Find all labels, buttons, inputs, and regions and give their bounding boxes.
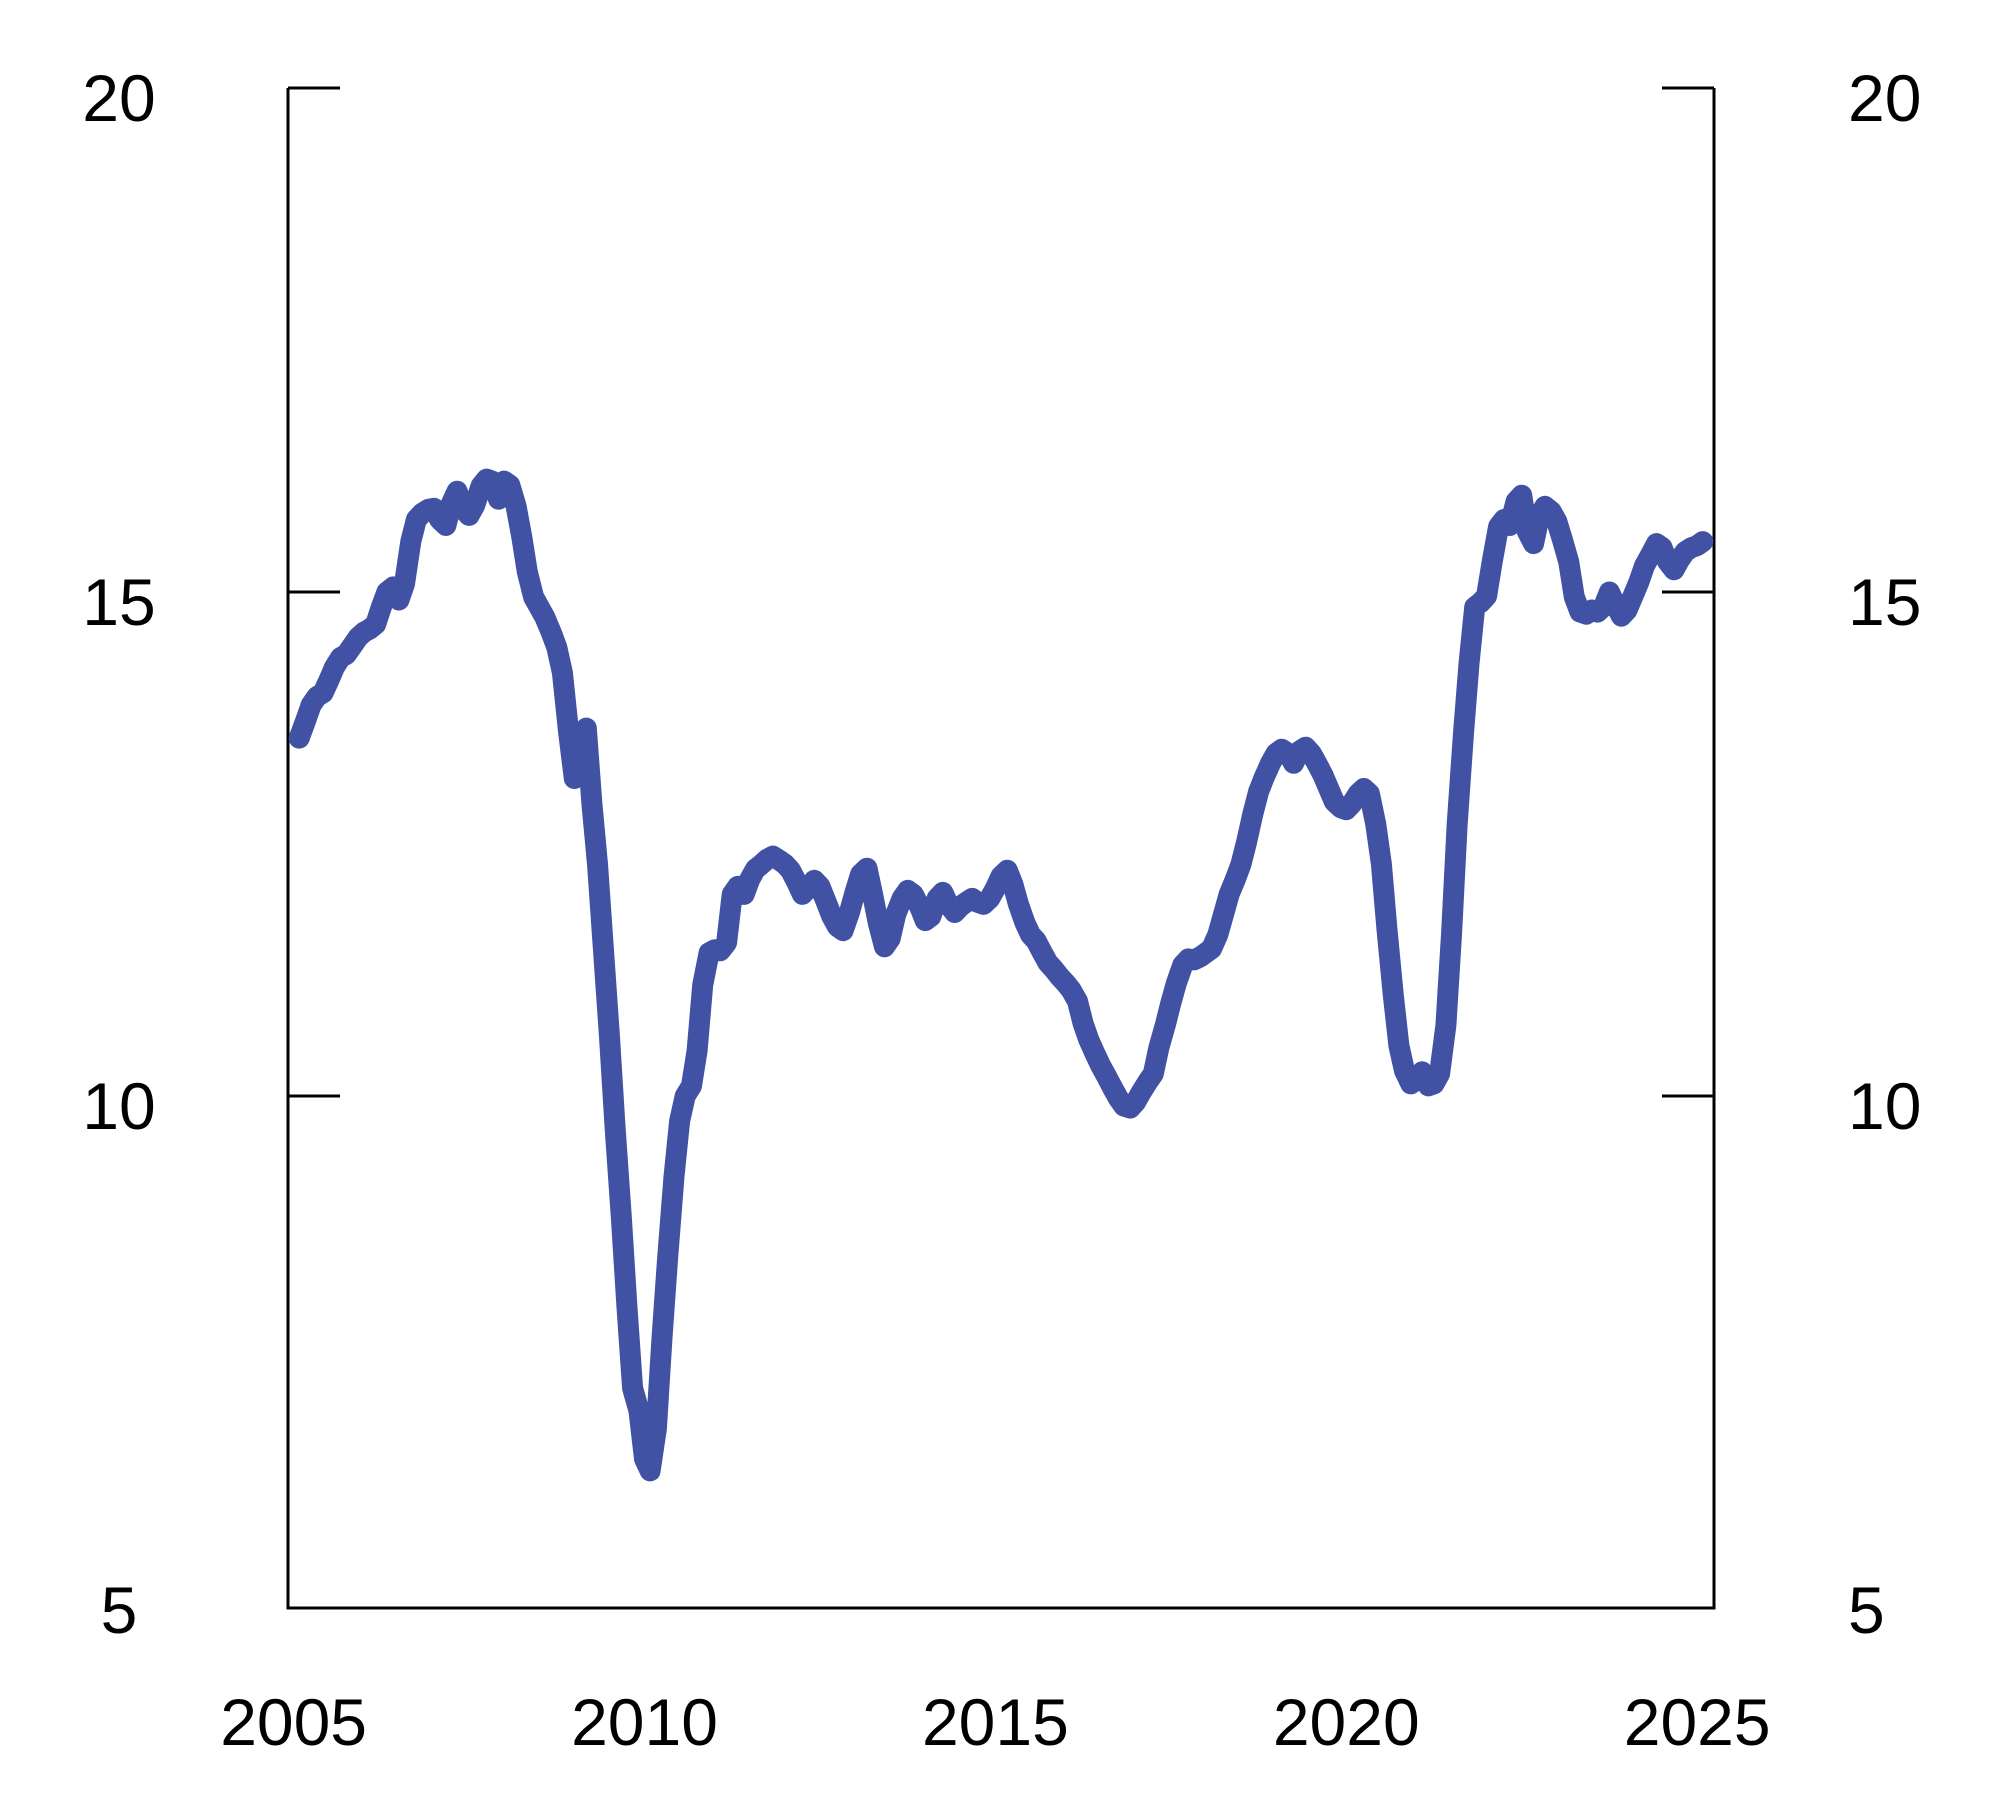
y-right-tick-label: 5: [1848, 1572, 1885, 1647]
x-tick-label: 2015: [921, 1685, 1069, 1759]
y-right-tick-label: 20: [1848, 61, 1922, 135]
axis-tick-marks: [288, 86, 1714, 1098]
x-tick-label: 2005: [220, 1685, 368, 1759]
y-right-tick-label: 10: [1848, 1068, 1922, 1143]
series-line: [288, 468, 1714, 1482]
x-tick-label: 2010: [571, 1685, 718, 1759]
x-tick-label: 2025: [1623, 1685, 1771, 1759]
axis-frame: [286, 88, 1716, 1610]
x-tick-label: 2020: [1272, 1685, 1420, 1759]
y-left-tick-label: 5: [100, 1572, 138, 1647]
y-left-tick-label: 15: [82, 564, 156, 639]
y-left-tick-label: 20: [82, 61, 156, 135]
y-right-tick-label: 15: [1848, 564, 1922, 639]
y-left-tick-label: 10: [82, 1068, 156, 1143]
